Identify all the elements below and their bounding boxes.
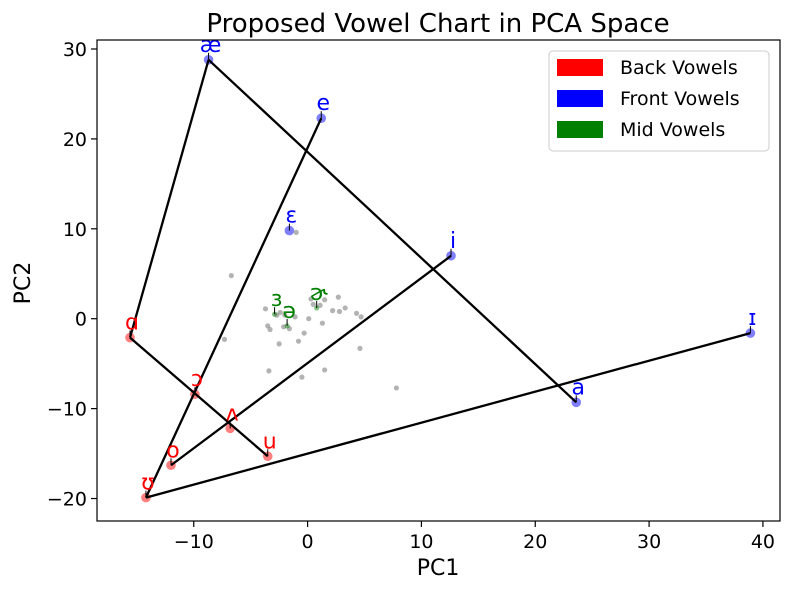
vowel-label: ɛ — [285, 204, 297, 229]
x-tick-label: −10 — [174, 531, 214, 553]
vowel-label: æ — [200, 33, 222, 58]
background-point — [330, 308, 336, 314]
background-point — [299, 374, 305, 380]
x-tick-label: 10 — [409, 531, 433, 553]
x-tick-label: 30 — [637, 531, 661, 553]
vowel-connector-line — [207, 58, 578, 404]
legend-label: Mid Vowels — [620, 119, 725, 141]
y-axis-label: PC2 — [11, 262, 36, 305]
vowel-label: a — [571, 375, 584, 400]
background-point — [336, 308, 343, 315]
vowel-label: u — [263, 429, 277, 454]
background-point — [322, 367, 328, 373]
background-point — [276, 341, 282, 347]
background-point — [310, 301, 316, 307]
vowel-label: i — [450, 229, 456, 254]
vowel-label: ə — [282, 299, 296, 324]
x-tick-label: 40 — [751, 531, 775, 553]
background-point — [292, 314, 298, 320]
background-point — [266, 368, 272, 374]
vowel-point — [141, 492, 151, 503]
y-tick-label: 10 — [63, 219, 87, 241]
vowel-label: ʊ — [141, 471, 155, 496]
background-point — [301, 330, 307, 336]
background-point — [342, 305, 348, 311]
background-point — [267, 326, 273, 333]
background-point — [295, 338, 302, 344]
background-point — [306, 316, 312, 322]
vowel-connector-line — [128, 59, 210, 338]
background-point — [308, 296, 314, 302]
plot-frame — [96, 39, 781, 522]
vowel-label: ɚ — [310, 281, 328, 306]
background-point — [221, 336, 228, 342]
chart-title: Proposed Vowel Chart in PCA Space — [206, 9, 669, 39]
background-point — [357, 345, 363, 351]
vowel-connector-line — [170, 254, 452, 467]
background-point — [262, 306, 269, 312]
vowel-label: ɑ — [125, 311, 139, 336]
plot-area: æ e ɛ i ɪ a ɑ ɔʌu oʊ ɜ ɚə −10 0 10 20 30 40 −20 −10 0 10 20 30… — [47, 33, 781, 553]
y-tick-label: −20 — [47, 489, 87, 511]
background-point — [319, 320, 325, 326]
legend-swatch — [557, 59, 603, 76]
y-tick-label: 30 — [63, 39, 87, 61]
x-tick-label: 20 — [523, 531, 547, 553]
vowel-connector-line — [129, 336, 269, 458]
y-tick-label: 20 — [63, 129, 87, 151]
background-point — [282, 312, 288, 318]
background-point — [335, 294, 341, 300]
vowel-label: ɔ — [191, 367, 203, 392]
vowel-connector-line — [144, 117, 323, 499]
vowel-label: ɜ — [271, 287, 283, 312]
x-tick-label: 0 — [302, 531, 314, 553]
vowel-label: o — [166, 438, 179, 463]
background-point — [358, 314, 364, 320]
vowel-label: ɪ — [748, 306, 756, 331]
y-tick-label: −10 — [47, 399, 87, 421]
background-point — [228, 272, 234, 279]
vowel-connector-line — [145, 331, 751, 499]
legend: Back Vowels Front Vowels Mid Vowels — [548, 50, 770, 152]
background-point — [293, 229, 299, 235]
background-point — [322, 297, 328, 303]
legend-swatch — [557, 90, 603, 107]
legend-label: Front Vowels — [620, 88, 740, 110]
y-tick-label: 0 — [75, 309, 87, 331]
background-point — [393, 385, 399, 391]
legend-label: Back Vowels — [620, 57, 738, 79]
vowel-label: e — [316, 91, 330, 116]
background-point — [353, 310, 360, 316]
legend-box — [548, 50, 770, 152]
x-axis-label: PC1 — [417, 556, 460, 581]
legend-swatch — [557, 121, 603, 138]
vowel-label: ʌ — [226, 401, 239, 426]
